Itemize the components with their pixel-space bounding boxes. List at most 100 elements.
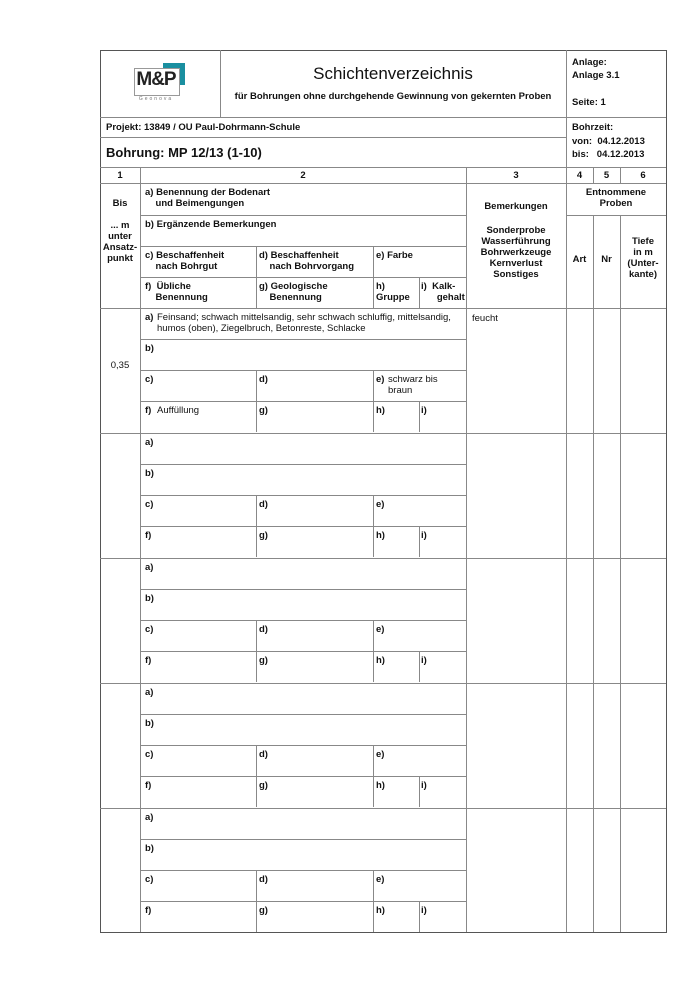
divider	[140, 651, 466, 652]
field-label-i: i)	[421, 905, 427, 916]
field-label-g: g)	[259, 905, 268, 916]
divider	[373, 870, 374, 932]
field-label-g: g)	[259, 780, 268, 791]
divider	[373, 370, 374, 432]
field-label-a: a)	[145, 812, 154, 823]
field-label-a: a)	[145, 437, 154, 448]
divider	[100, 117, 666, 118]
drilling-end: bis: 04.12.2013	[572, 149, 645, 160]
divider	[419, 776, 420, 807]
column-number: 2	[300, 170, 306, 181]
remarks-header: Bemerkungen	[484, 201, 548, 212]
divider	[140, 839, 466, 840]
field-label-g: g)	[259, 655, 268, 666]
field-label-b: b)	[145, 593, 154, 604]
divider	[140, 901, 466, 902]
divider	[373, 745, 374, 807]
divider	[256, 370, 257, 432]
header-field-h: h) Gruppe	[376, 281, 410, 303]
field-label-a: a)	[145, 562, 154, 573]
field-label-g: g)	[259, 530, 268, 541]
divider	[140, 246, 466, 247]
divider	[140, 401, 466, 402]
field-label-e: e)	[376, 499, 385, 510]
divider	[100, 558, 666, 559]
divider	[419, 651, 420, 682]
field-label-h: h)	[376, 905, 385, 916]
field-label-f: f)	[145, 655, 152, 666]
divider	[100, 433, 666, 434]
field-label-a: a)	[145, 312, 154, 323]
divider	[256, 495, 257, 557]
field-label-c: c)	[145, 624, 154, 635]
field-label-i: i)	[421, 530, 427, 541]
divider	[140, 370, 466, 371]
divider	[620, 215, 621, 932]
divider	[140, 277, 466, 278]
divider	[419, 901, 420, 932]
column-number: 4	[576, 170, 583, 181]
divider	[566, 215, 666, 216]
divider	[593, 167, 594, 183]
column-number: 5	[603, 170, 610, 181]
divider	[373, 620, 374, 682]
field-label-h: h)	[376, 780, 385, 791]
field-label-d: d)	[259, 374, 268, 385]
field-label-b: b)	[145, 718, 154, 729]
field-label-d: d)	[259, 624, 268, 635]
header-field-g: g) Geologische Benennung	[259, 281, 328, 303]
divider	[140, 620, 466, 621]
divider	[373, 495, 374, 557]
company-logo: M&P Geonova	[130, 60, 200, 108]
page-title: Schichtenverzeichnis	[313, 64, 473, 83]
layer-field-a: Feinsand; schwach mittelsandig, sehr sch…	[157, 312, 451, 334]
field-label-h: h)	[376, 655, 385, 666]
header-field-i: i) Kalk- gehalt	[421, 281, 465, 303]
layer-field-f: Auffüllung	[157, 405, 200, 416]
header-field-c: c) Beschaffenheit nach Bohrgut	[145, 250, 225, 272]
layer-depth: 0,35	[110, 360, 130, 371]
field-label-h: h)	[376, 405, 385, 416]
divider	[140, 464, 466, 465]
field-label-f: f)	[145, 530, 152, 541]
drilling-start: von: 04.12.2013	[572, 136, 645, 147]
field-label-e: e)	[376, 374, 385, 385]
header-field-f: f) Übliche Benennung	[145, 281, 208, 303]
divider	[100, 167, 666, 168]
field-label-e: e)	[376, 624, 385, 635]
divider	[620, 167, 621, 183]
depth-column-header: Bis ... m unter Ansatz- punkt	[102, 198, 138, 264]
page-number: Seite: 1	[572, 97, 606, 108]
field-label-h: h)	[376, 530, 385, 541]
project-label: Projekt: 13849 / OU Paul-Dohrmann-Schule	[106, 122, 301, 133]
field-label-b: b)	[145, 468, 154, 479]
divider	[419, 277, 420, 308]
page-subtitle: für Bohrungen ohne durchgehende Gewinnun…	[234, 91, 552, 102]
divider	[466, 167, 467, 932]
remarks-subheader: Sonderprobe Wasserführung Bohrwerkzeuge …	[480, 225, 552, 280]
divider	[140, 714, 466, 715]
divider	[100, 183, 666, 184]
column-number: 1	[117, 170, 123, 181]
field-label-i: i)	[421, 780, 427, 791]
sample-type-header: Art	[572, 254, 587, 265]
column-number: 6	[640, 170, 646, 181]
field-label-f: f)	[145, 780, 152, 791]
divider	[140, 745, 466, 746]
divider	[256, 870, 257, 932]
divider	[256, 620, 257, 682]
field-label-c: c)	[145, 749, 154, 760]
divider	[140, 589, 466, 590]
borehole-title: Bohrung: MP 12/13 (1-10)	[106, 145, 262, 160]
field-label-d: d)	[259, 499, 268, 510]
field-label-f: f)	[145, 905, 152, 916]
divider	[100, 683, 666, 684]
divider	[140, 776, 466, 777]
field-label-b: b)	[145, 343, 154, 354]
layer-remarks: feucht	[472, 313, 498, 324]
sample-number-header: Nr	[601, 254, 612, 265]
divider	[140, 215, 466, 216]
divider	[373, 246, 374, 308]
divider	[140, 870, 466, 871]
divider	[256, 246, 257, 308]
